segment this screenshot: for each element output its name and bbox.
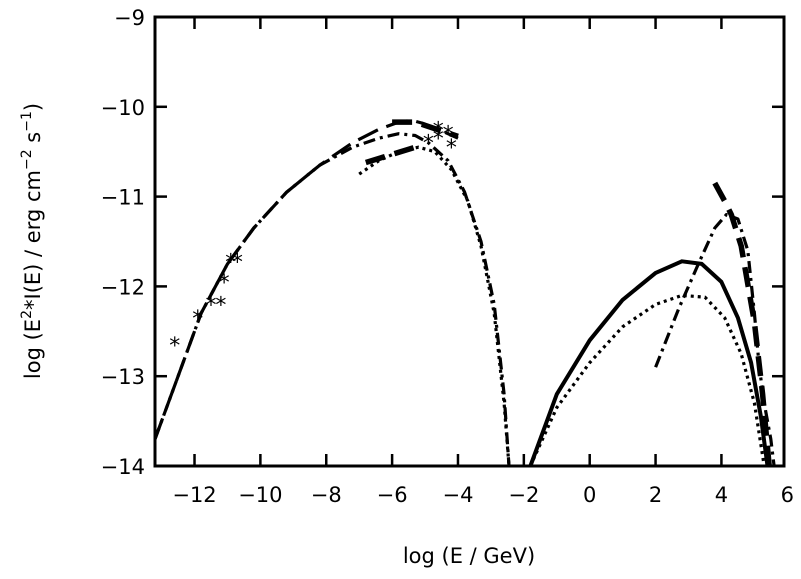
data-point-star: * xyxy=(232,250,243,275)
y-axis-title-part3: s xyxy=(21,132,45,150)
plot-frame xyxy=(153,15,786,468)
y-axis-title-sup1: 2 xyxy=(19,310,35,319)
y-tick-label: −10 xyxy=(101,96,145,120)
x-tick-label: 4 xyxy=(715,483,728,507)
y-tick-label: −13 xyxy=(101,365,145,389)
series-line-8 xyxy=(364,144,417,166)
series-line-5 xyxy=(528,293,766,467)
x-tick-label: −12 xyxy=(172,483,216,507)
x-tick-label: −10 xyxy=(238,483,282,507)
data-point-star: * xyxy=(225,250,236,275)
series-line-4 xyxy=(528,259,770,467)
y-axis-title: log (E2*I(E) / erg cm−2 s−1) xyxy=(19,103,45,379)
data-point-star: * xyxy=(205,293,216,318)
series-line-1 xyxy=(153,118,459,440)
data-point-star: * xyxy=(219,271,230,296)
series-line-7 xyxy=(712,181,772,467)
x-tick-label: −4 xyxy=(442,483,473,507)
tick-layer: −12 −10 −8 −6 −4 −2 0 2 4 6 −14 −13 −12 −11 −10 −9 xyxy=(101,6,794,507)
data-point-star: * xyxy=(169,334,180,359)
y-tick-label: −14 xyxy=(101,455,145,479)
data-point-star: * xyxy=(433,118,444,143)
series-line-3 xyxy=(358,145,511,467)
y-axis-title-part2: *I(E) / erg cm xyxy=(21,170,45,310)
marker-layer: ************ xyxy=(169,118,457,359)
data-point-star: * xyxy=(192,307,203,332)
series-line-6 xyxy=(654,213,776,467)
x-tick-label: −8 xyxy=(311,483,342,507)
x-axis-title: log (E / GeV) xyxy=(403,544,535,568)
y-axis-title-part4: ) xyxy=(21,103,45,111)
data-point-star: * xyxy=(423,132,434,157)
data-point-star: * xyxy=(446,136,457,161)
x-tick-label: 0 xyxy=(583,483,596,507)
data-point-star: * xyxy=(443,123,454,148)
data-point-star: * xyxy=(433,127,444,152)
data-point-star: * xyxy=(215,293,226,318)
y-axis-title-part1: log (E xyxy=(21,319,45,379)
y-tick-label: −9 xyxy=(114,6,145,30)
y-axis-title-sup2: −2 xyxy=(19,149,35,170)
x-tick-label: −2 xyxy=(508,483,539,507)
y-tick-label: −11 xyxy=(101,186,145,210)
series-line-2 xyxy=(153,132,511,467)
series-line-9 xyxy=(392,119,459,140)
x-tick-label: −6 xyxy=(377,483,408,507)
x-tick-label: 2 xyxy=(649,483,662,507)
y-tick-label: −12 xyxy=(101,275,145,299)
y-axis-title-sup3: −1 xyxy=(19,111,35,132)
series-layer xyxy=(153,118,776,467)
x-tick-label: 6 xyxy=(781,483,794,507)
